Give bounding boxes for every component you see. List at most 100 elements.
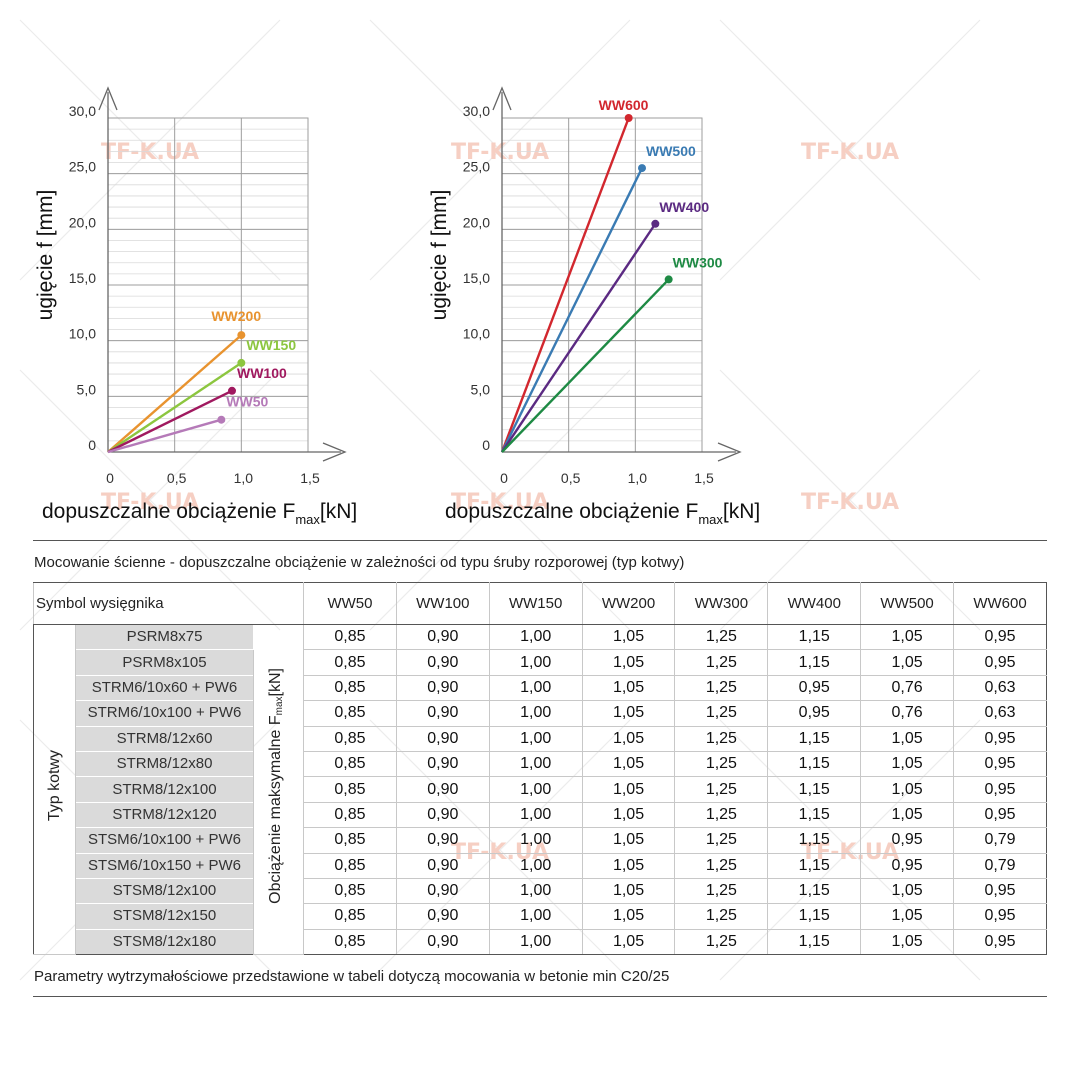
y-tick-label: 5,0 (471, 381, 491, 397)
x-axis-label-unit: [kN] (723, 500, 760, 523)
series-line-ww500 (500, 167, 644, 453)
series-label-ww300: WW300 (673, 254, 723, 270)
divider-top (33, 540, 1047, 541)
y-tick-label: 15,0 (69, 270, 96, 286)
value-cell: 0,85 (303, 649, 397, 676)
watermark-text: TF-K.UA (451, 490, 549, 515)
anchor-type-cell: STRM6/10x60 + PW6 (75, 674, 254, 702)
value-cell: 0,85 (303, 674, 397, 702)
series-end-point-ww150 (237, 358, 246, 367)
series-end-point-ww200 (237, 331, 246, 340)
value-cell: 0,90 (395, 725, 490, 752)
value-cell: 0,85 (303, 776, 397, 803)
table-body: Typ kotwy PSRM8x75 Obciążenie maksymalne F… (33, 623, 1047, 956)
value-cell: 1,05 (860, 928, 955, 956)
x-axis-label-sub: max (698, 512, 723, 527)
x-axis-label-sub: max (295, 512, 320, 527)
y-tick-label: 25,0 (463, 159, 490, 175)
watermark-text: TF-K.UA (451, 140, 549, 165)
value-cell: 1,05 (860, 623, 955, 651)
series-label-ww500: WW500 (646, 143, 696, 159)
anchor-type-cell: STSM8/12x150 (75, 903, 254, 930)
anchor-type-cell: STSM6/10x100 + PW6 (75, 827, 254, 854)
value-cell: 0,90 (395, 852, 490, 879)
x-tick-label: 1,0 (234, 470, 254, 486)
value-cell: 0,90 (395, 649, 490, 676)
series-line-ww150 (107, 361, 242, 453)
x-tick-label: 0 (106, 470, 114, 486)
value-cell: 0,95 (953, 649, 1047, 676)
value-cell: 0,76 (860, 700, 955, 727)
grid (501, 117, 703, 453)
anchor-type-cell: STSM8/12x180 (75, 928, 254, 956)
column-header-ww200: WW200 (581, 582, 676, 625)
value-cell: 0,95 (953, 877, 1047, 905)
table-row: STRM8/12x80 0,85 0,90 1,00 1,05 1,25 1,15 1,05 0… (34, 750, 1047, 778)
value-cell: 1,05 (581, 674, 676, 702)
table-row: Typ kotwy PSRM8x75 Obciążenie maksymalne F… (33, 623, 1047, 956)
column-header-ww600: WW600 (953, 582, 1047, 625)
value-cell: 1,25 (674, 674, 769, 702)
value-cell: 1,00 (488, 623, 583, 651)
value-cell: 1,05 (581, 700, 676, 727)
value-cell: 0,90 (395, 776, 490, 803)
value-cell: 1,00 (488, 827, 583, 854)
table-row: STSM6/10x100 + PW6 0,85 0,90 1,00 1,05 1,25 1,… (34, 827, 1047, 854)
value-cell: 1,00 (488, 674, 583, 702)
value-cell: 0,95 (767, 700, 862, 727)
value-cell: 1,15 (767, 852, 862, 879)
anchor-type-cell: STSM6/10x150 + PW6 (75, 852, 254, 879)
series-line-ww200 (107, 334, 243, 453)
value-cell: 0,85 (303, 623, 397, 651)
value-cell: 1,25 (674, 801, 769, 829)
x-tick-label: 1,0 (628, 470, 648, 486)
value-cell: 0,90 (395, 750, 490, 778)
column-header-ww150: WW150 (488, 582, 583, 625)
series-end-point-ww500 (638, 164, 646, 173)
value-cell: 0,85 (303, 877, 397, 905)
value-axis-label-main: Obciążenie maksymalne F (267, 714, 285, 904)
x-tick-label: 0,5 (561, 470, 581, 486)
value-cell: 0,90 (395, 827, 490, 854)
value-cell: 1,05 (860, 877, 955, 905)
value-cell: 1,15 (767, 750, 862, 778)
series-label-ww150: WW150 (246, 337, 296, 353)
value-cell: 1,15 (767, 903, 862, 930)
deflection-chart-right: 0 5,0 10,0 15,0 20,0 25,0 30,0 0 0,5 1,0 1,5 ugięci… (428, 86, 760, 527)
value-axis-label-sub: max (274, 696, 286, 715)
y-tick-label: 20,0 (69, 214, 96, 230)
value-cell: 0,85 (303, 903, 397, 930)
value-cell: 1,05 (581, 827, 676, 854)
x-axis-arrow (717, 442, 742, 462)
table-row: STSM8/12x180 0,85 0,90 1,00 1,05 1,25 1,15 1,05… (34, 928, 1047, 956)
value-cell: 1,00 (488, 928, 583, 956)
series-line-ww300 (501, 278, 670, 453)
series-end-point-ww400 (651, 219, 660, 228)
value-cell: 0,90 (395, 801, 490, 829)
anchor-type-cell: STRM6/10x100 + PW6 (75, 700, 254, 727)
value-cell: 1,15 (767, 928, 862, 956)
value-cell: 0,85 (303, 700, 397, 727)
table-header-row: Symbol wysięgnika WW50 WW100 WW150 WW200 WW3… (32, 582, 1047, 625)
x-axis-label-main: dopuszczalne obciążenie F (42, 500, 295, 523)
value-cell: 1,15 (767, 649, 862, 676)
x-tick-label: 0 (500, 470, 508, 486)
series-label-ww200: WW200 (211, 308, 261, 324)
value-cell: 0,95 (953, 725, 1047, 752)
value-cell: 1,00 (488, 725, 583, 752)
value-cell: 1,05 (860, 725, 955, 752)
series-label-ww100: WW100 (237, 365, 287, 381)
y-tick-label: 10,0 (69, 326, 96, 342)
value-cell: 1,05 (581, 877, 676, 905)
value-cell: 0,90 (395, 903, 490, 930)
y-axis-arrow (492, 86, 512, 111)
y-tick-label: 30,0 (69, 103, 96, 119)
value-cell: 0,95 (953, 801, 1047, 829)
load-table: Symbol wysięgnika WW50 WW100 WW150 WW200 WW3… (32, 582, 1047, 956)
value-cell: 1,25 (674, 877, 769, 905)
x-axis-label: dopuszczalne obciążenie Fmax[kN] (42, 500, 357, 527)
table-row: STSM6/10x150 + PW6 0,85 0,90 1,00 1,05 1,25 1,… (34, 852, 1047, 879)
value-cell: 1,25 (674, 750, 769, 778)
value-cell: 0,95 (860, 852, 955, 879)
value-cell: 0,90 (395, 700, 490, 727)
